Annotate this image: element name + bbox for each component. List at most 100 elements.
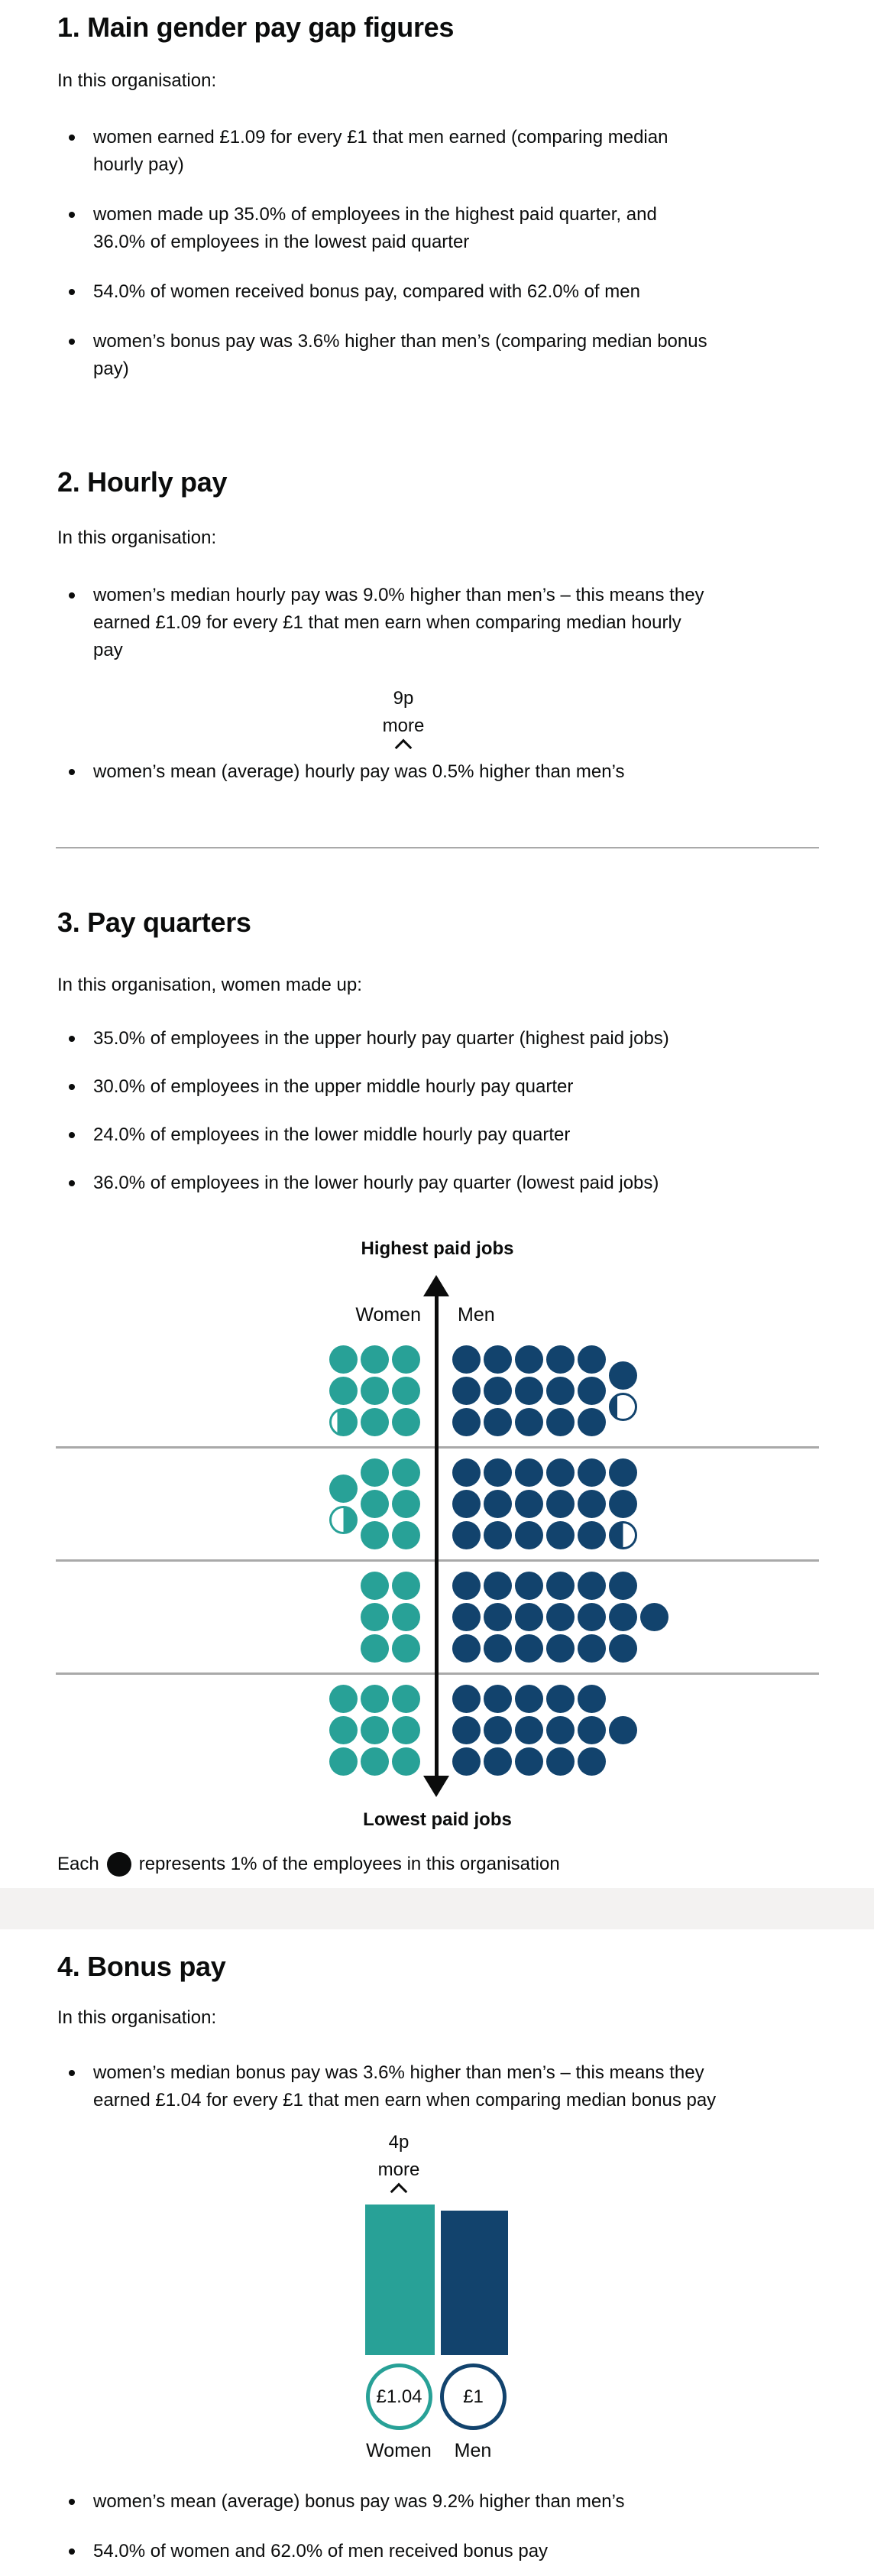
dot-men — [515, 1716, 543, 1744]
dot-men — [515, 1408, 543, 1436]
dot-women — [361, 1603, 389, 1631]
section1-intro: In this organisation: — [57, 70, 217, 91]
dot-men — [515, 1490, 543, 1518]
men-dots — [451, 1344, 817, 1438]
dot-men — [484, 1521, 512, 1549]
dot-men — [578, 1634, 606, 1663]
dot-women — [361, 1490, 389, 1518]
dot-men — [515, 1603, 543, 1631]
dot-men — [484, 1408, 512, 1436]
dot-women — [329, 1474, 358, 1503]
section2-intro: In this organisation: — [57, 527, 217, 548]
dot-women — [392, 1747, 420, 1776]
caret-up-icon — [390, 2182, 408, 2201]
chart-legend-caption: Each represents 1% of the employees in t… — [57, 1851, 817, 1878]
women-bar-label: Women — [366, 2440, 432, 2461]
section2-heading: 2. Hourly pay — [57, 466, 228, 498]
dot-men — [484, 1685, 512, 1713]
list-item: 30.0% of employees in the upper middle h… — [57, 1073, 817, 1101]
report-main: 1. Main gender pay gap figures In this o… — [56, 11, 819, 1878]
men-value: £1 — [463, 2386, 484, 2407]
section4-bullet-list-2: women’s mean (average) bonus pay was 9.2… — [57, 2488, 817, 2565]
dot-women — [392, 1345, 420, 1374]
men-series-label: Men — [458, 1304, 495, 1325]
section4-intro: In this organisation: — [57, 2007, 217, 2028]
dot-women — [392, 1458, 420, 1487]
dot-men — [484, 1345, 512, 1374]
dot-women — [361, 1408, 389, 1436]
dot-men — [484, 1747, 512, 1776]
quarter-row-lower-middle — [57, 1570, 817, 1664]
dot-men — [484, 1716, 512, 1744]
women-dots — [57, 1344, 422, 1438]
men-dots — [451, 1457, 817, 1551]
dot-men — [609, 1603, 637, 1631]
quarter-row-upper-middle — [57, 1457, 817, 1551]
women-dots — [57, 1683, 422, 1777]
dot-women — [329, 1377, 358, 1405]
quarter-row-upper — [57, 1344, 817, 1438]
dot-women — [392, 1603, 420, 1631]
chart-bottom-axis-label: Lowest paid jobs — [363, 1809, 512, 1830]
dot-men — [609, 1458, 637, 1487]
dot-men — [546, 1345, 575, 1374]
bonus-pay-section: 4. Bonus pay In this organisation: women… — [0, 1950, 874, 2576]
dot-men — [484, 1377, 512, 1405]
annotation-text: 4p more — [377, 2132, 420, 2180]
dot-men — [609, 1572, 637, 1600]
dot-women — [392, 1685, 420, 1713]
dot-men — [578, 1716, 606, 1744]
dot-women — [361, 1634, 389, 1663]
pay-quarters-chart: Highest paid jobs Women Men Lowest paid … — [56, 1235, 819, 1878]
list-item: women’s mean (average) hourly pay was 0.… — [57, 758, 817, 786]
list-item: 24.0% of employees in the lower middle h… — [57, 1121, 817, 1149]
dot-men — [546, 1458, 575, 1487]
list-item: 54.0% of women and 62.0% of men received… — [57, 2538, 817, 2565]
dot-men — [546, 1490, 575, 1518]
dot-men — [484, 1603, 512, 1631]
list-item: women’s median bonus pay was 3.6% higher… — [57, 2059, 817, 2114]
dot-women — [329, 1505, 358, 1534]
dot-men — [578, 1603, 606, 1631]
dot-men — [452, 1572, 481, 1600]
section2-bullet-list-2: women’s mean (average) hourly pay was 0.… — [57, 758, 817, 786]
dot-men — [578, 1747, 606, 1776]
dot-men — [609, 1521, 637, 1549]
dot-men — [546, 1521, 575, 1549]
dot-men — [452, 1685, 481, 1713]
bonus-pay-bar-chart: 4p more £1.04 £1 Women Men — [57, 2114, 817, 2464]
dot-men — [452, 1603, 481, 1631]
dot-men — [515, 1685, 543, 1713]
section-divider-band — [0, 1888, 874, 1929]
list-item: women made up 35.0% of employees in the … — [57, 201, 817, 256]
dot-men — [484, 1490, 512, 1518]
list-item: 35.0% of employees in the upper hourly p… — [57, 1025, 817, 1053]
list-item: 54.0% of women received bonus pay, compa… — [57, 278, 817, 306]
quarter-row-lower — [57, 1683, 817, 1777]
dot-men — [515, 1634, 543, 1663]
dot-women — [392, 1521, 420, 1549]
men-bar-label: Men — [454, 2440, 492, 2461]
dot-men — [546, 1685, 575, 1713]
dot-men — [452, 1634, 481, 1663]
dot-women — [392, 1634, 420, 1663]
section-divider-rule — [56, 847, 819, 848]
dot-men — [578, 1377, 606, 1405]
dot-women — [392, 1490, 420, 1518]
dot-women — [392, 1408, 420, 1436]
dot-women — [329, 1408, 358, 1436]
dot-men — [546, 1716, 575, 1744]
dot-men — [452, 1716, 481, 1744]
section4-heading: 4. Bonus pay — [57, 1951, 226, 1982]
legend-caption-prefix: Each — [57, 1854, 99, 1874]
dot-women — [392, 1377, 420, 1405]
dot-men — [546, 1747, 575, 1776]
dot-women — [392, 1572, 420, 1600]
men-bar — [441, 2211, 508, 2355]
dot-men — [609, 1716, 637, 1744]
dot-men — [484, 1634, 512, 1663]
dot-men — [609, 1490, 637, 1518]
dot-men — [515, 1572, 543, 1600]
section2-bullet-list: women’s median hourly pay was 9.0% highe… — [57, 582, 817, 664]
women-dots — [57, 1570, 422, 1664]
